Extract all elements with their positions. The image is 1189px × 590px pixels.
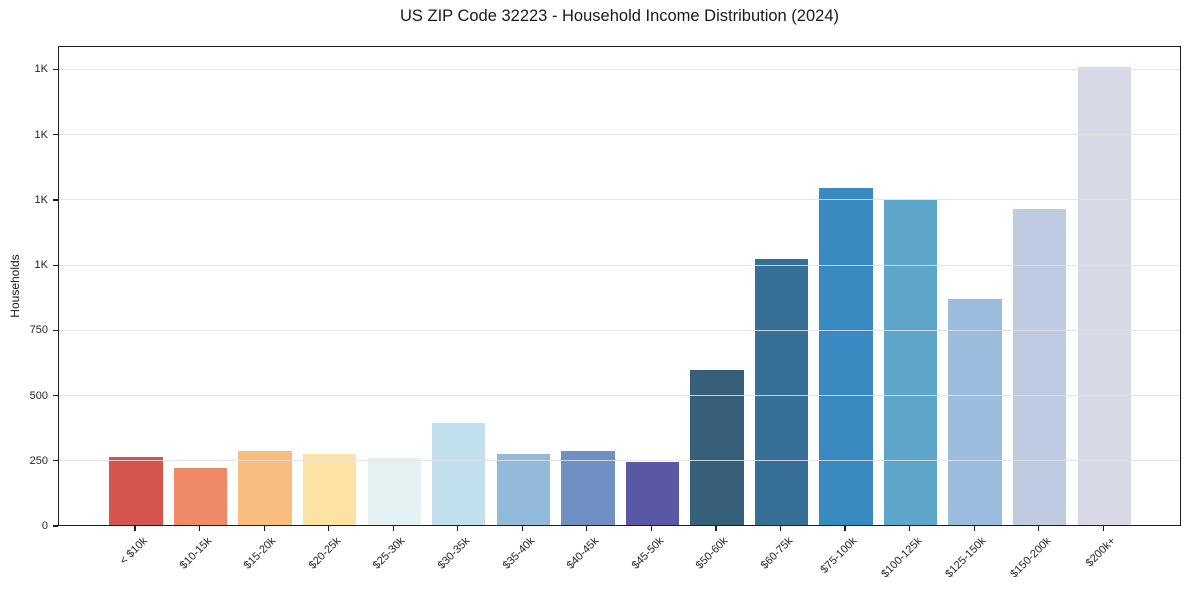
x-tick-mark bbox=[198, 526, 201, 531]
bar-1 bbox=[173, 467, 228, 525]
gridline bbox=[59, 199, 1180, 201]
y-tick-label: 0 bbox=[41, 520, 48, 532]
bar-7 bbox=[561, 450, 615, 525]
y-tick-label: 500 bbox=[29, 389, 48, 402]
x-tick-label: $10-15k bbox=[177, 535, 215, 572]
x-tick-label: $20-25k bbox=[306, 535, 344, 572]
bar-9 bbox=[690, 369, 744, 525]
x-tick-label: $15-20k bbox=[241, 535, 279, 572]
y-tick-label: 1K bbox=[34, 63, 48, 76]
x-tick-mark bbox=[779, 526, 782, 531]
x-tick-label: $100-125k bbox=[878, 535, 925, 581]
x-tick-label: $125-150k bbox=[943, 535, 989, 581]
gridline bbox=[59, 134, 1180, 136]
bar-0 bbox=[109, 457, 163, 525]
gridline bbox=[59, 460, 1180, 462]
bar-2 bbox=[238, 450, 292, 525]
bar-15 bbox=[1077, 67, 1131, 525]
bar-6 bbox=[496, 454, 550, 525]
gridline bbox=[59, 264, 1180, 266]
x-tick-mark bbox=[134, 526, 136, 531]
chart-title: US ZIP Code 32223 - Household Income Dis… bbox=[399, 7, 839, 25]
x-tick-mark bbox=[909, 526, 911, 531]
plot-area bbox=[58, 46, 1181, 526]
gridline bbox=[59, 329, 1180, 331]
bar-3 bbox=[302, 454, 357, 525]
x-tick-label: $40-45k bbox=[564, 535, 602, 572]
y-tick-mark bbox=[53, 68, 58, 71]
y-tick-mark bbox=[53, 264, 58, 266]
bar-11 bbox=[819, 188, 873, 525]
y-tick-label: 1K bbox=[34, 128, 48, 141]
bar-10 bbox=[754, 258, 809, 525]
y-tick-mark bbox=[53, 460, 58, 462]
bar-4 bbox=[367, 457, 421, 525]
x-tick-label: $50-60k bbox=[693, 535, 731, 572]
x-tick-mark bbox=[650, 526, 652, 531]
y-tick-label: 250 bbox=[29, 454, 48, 467]
x-tick-label: $35-40k bbox=[500, 535, 537, 572]
gridline bbox=[59, 68, 1180, 70]
x-tick-label: $45-50k bbox=[629, 535, 666, 572]
x-tick-mark bbox=[328, 526, 330, 531]
x-tick-label: $25-30k bbox=[371, 535, 408, 572]
x-tick-mark bbox=[844, 526, 846, 531]
bar-8 bbox=[625, 461, 680, 525]
x-tick-label: $30-35k bbox=[435, 535, 473, 572]
bar-12 bbox=[883, 199, 938, 525]
x-tick-mark bbox=[392, 526, 394, 531]
x-tick-label: $60-75k bbox=[758, 535, 795, 572]
x-tick-label: $75-100k bbox=[818, 535, 860, 576]
x-tick-label: $150-200k bbox=[1007, 535, 1054, 581]
x-tick-mark bbox=[1038, 526, 1040, 531]
bar-5 bbox=[432, 423, 486, 525]
gridline bbox=[59, 395, 1180, 397]
x-tick-mark bbox=[586, 526, 588, 531]
y-tick-mark bbox=[53, 199, 58, 201]
y-tick-label: 750 bbox=[29, 324, 48, 337]
bar-13 bbox=[948, 298, 1002, 525]
x-tick-mark bbox=[1102, 526, 1104, 531]
y-tick-mark bbox=[53, 329, 58, 331]
x-tick-mark bbox=[973, 526, 975, 531]
y-tick-label: 1K bbox=[34, 259, 48, 272]
y-tick-label: 1K bbox=[34, 193, 48, 206]
x-tick-mark bbox=[715, 526, 717, 531]
y-tick-mark bbox=[53, 525, 58, 527]
y-tick-mark bbox=[53, 394, 58, 397]
x-tick-mark bbox=[263, 526, 265, 531]
y-tick-mark bbox=[53, 134, 58, 136]
x-tick-mark bbox=[521, 526, 523, 531]
bar-14 bbox=[1013, 208, 1067, 525]
x-tick-label: < $10k bbox=[117, 535, 150, 568]
x-tick-label: $200k+ bbox=[1083, 535, 1118, 570]
x-tick-mark bbox=[457, 526, 459, 531]
